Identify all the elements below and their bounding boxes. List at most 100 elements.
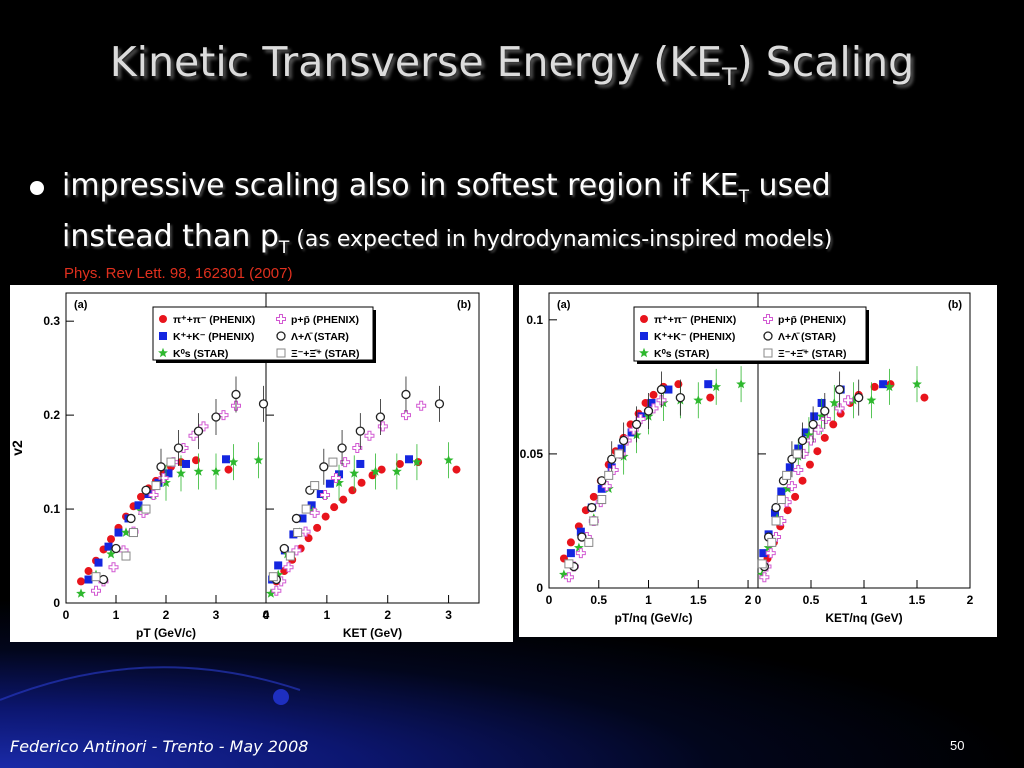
data-point-proton xyxy=(765,548,776,559)
data-point-k0s xyxy=(829,397,840,408)
legend-label-proton: p+p̄ (PHENIX) xyxy=(778,314,846,326)
data-point-k0s xyxy=(136,505,146,516)
y-tick-label: 0.2 xyxy=(43,408,60,422)
data-point-proton xyxy=(340,457,351,468)
data-point-pion xyxy=(798,476,807,485)
x-tick-label: 1 xyxy=(861,593,868,607)
legend-label-xi: Ξ⁻+Ξ̄⁺ (STAR) xyxy=(291,348,359,360)
data-point-k0s xyxy=(757,569,768,579)
data-point-k0s xyxy=(211,466,221,476)
data-point-lambda xyxy=(319,462,329,472)
data-point-k0s xyxy=(573,542,584,552)
data-point-lambda xyxy=(771,502,781,513)
y-axis-label: v2 xyxy=(10,440,25,456)
data-point-lambda xyxy=(808,419,818,430)
legend-label-lambda: Λ+Λ̄ (STAR) xyxy=(778,331,836,343)
x-tick-label: 0.5 xyxy=(803,593,820,607)
x-tick-label: 0 xyxy=(755,593,762,607)
data-point-lambda xyxy=(656,384,667,395)
data-point-kaon xyxy=(94,558,103,567)
data-point-proton xyxy=(575,548,586,559)
data-point-xi xyxy=(767,537,777,547)
data-point-k0s xyxy=(559,569,569,579)
data-point-k0s xyxy=(412,456,422,467)
data-point-proton xyxy=(786,481,797,492)
data-point-pion xyxy=(589,492,598,501)
legend-box xyxy=(633,306,867,362)
legend-label-k0s: K⁰s (STAR) xyxy=(173,348,228,360)
data-point-kaon xyxy=(777,487,786,496)
data-point-lambda xyxy=(643,406,654,416)
data-point-pion xyxy=(920,393,929,402)
legend-marker-pion xyxy=(640,315,648,323)
data-point-lambda xyxy=(258,399,269,409)
data-point-xi xyxy=(141,504,151,514)
data-point-xi xyxy=(589,516,599,526)
data-point-pion xyxy=(706,393,715,402)
data-point-pion xyxy=(805,460,814,469)
data-point-pion xyxy=(791,492,800,501)
data-point-xi xyxy=(151,481,161,491)
data-point-pion xyxy=(674,380,683,389)
data-point-kaon xyxy=(307,501,316,510)
data-point-k0s xyxy=(866,395,877,405)
slide-title: Kinetic Transverse Energy (KET) Scaling xyxy=(109,38,915,92)
data-point-lambda xyxy=(231,389,241,400)
x-tick-label: 1.5 xyxy=(909,593,926,607)
data-point-proton xyxy=(563,572,574,583)
data-point-lambda xyxy=(577,532,587,542)
data-point-xi xyxy=(328,457,338,467)
legend-marker-lambda xyxy=(763,331,773,341)
data-point-lambda xyxy=(797,435,808,446)
data-point-xi xyxy=(614,449,624,459)
data-point-k0s xyxy=(782,483,793,493)
data-point-pion xyxy=(395,459,404,468)
panel-label: (a) xyxy=(74,299,88,311)
data-point-pion xyxy=(870,382,879,391)
x-tick-label: 0.5 xyxy=(590,593,607,607)
data-point-lambda xyxy=(587,502,597,513)
data-point-proton xyxy=(291,545,302,556)
data-point-k0s xyxy=(912,379,922,389)
x-axis-label: pT (GeV/c) xyxy=(136,626,196,640)
data-point-k0s xyxy=(161,477,171,487)
bullet-text: impressive scaling also in softest regio… xyxy=(62,168,833,258)
data-point-kaon xyxy=(298,514,307,523)
legend-marker-kaon xyxy=(159,332,167,340)
data-point-proton xyxy=(198,421,209,432)
v2-vs-pt-ket-figure: 0 0.1 0.2 0.3 v2 0 1 2 3 4 pT (GeV/c) (a) 0 1 2 3 KET (G… xyxy=(10,292,480,640)
x-tick-label: 1 xyxy=(324,608,331,622)
legend-marker-proton xyxy=(763,314,773,324)
x-axis-label: KET (GeV) xyxy=(343,626,402,640)
data-point-xi xyxy=(771,516,781,526)
data-point-proton xyxy=(793,465,804,475)
data-point-lambda xyxy=(111,543,121,554)
data-point-k0s xyxy=(370,466,381,476)
data-point-kaon xyxy=(576,527,585,536)
x-tick-label: 1 xyxy=(113,608,120,622)
data-point-kaon xyxy=(164,469,173,478)
data-point-kaon xyxy=(114,528,123,537)
data-point-pion xyxy=(357,478,366,487)
x-tick-label: 1.5 xyxy=(690,593,707,607)
y-tick-label: 0 xyxy=(53,596,60,610)
data-point-xi xyxy=(293,528,303,538)
data-point-k0s xyxy=(121,527,131,537)
y-tick-label: 0.1 xyxy=(526,313,543,327)
panel-label: (b) xyxy=(457,299,471,311)
data-point-pion xyxy=(649,390,658,399)
data-point-lambda xyxy=(401,389,411,400)
data-point-k0s xyxy=(603,483,614,493)
legend-marker-xi xyxy=(276,348,286,358)
data-point-xi xyxy=(129,528,138,538)
y-tick-label: 0.1 xyxy=(43,502,60,516)
data-point-k0s xyxy=(176,468,186,478)
legend-label-k0s: K⁰s (STAR) xyxy=(654,348,709,360)
data-point-pion xyxy=(566,538,575,547)
data-point-k0s xyxy=(76,588,86,598)
data-point-kaon xyxy=(704,380,713,389)
data-point-lambda xyxy=(434,399,445,409)
data-point-lambda xyxy=(173,443,184,453)
data-point-xi xyxy=(268,572,278,582)
legend-marker-k0s xyxy=(639,347,649,358)
